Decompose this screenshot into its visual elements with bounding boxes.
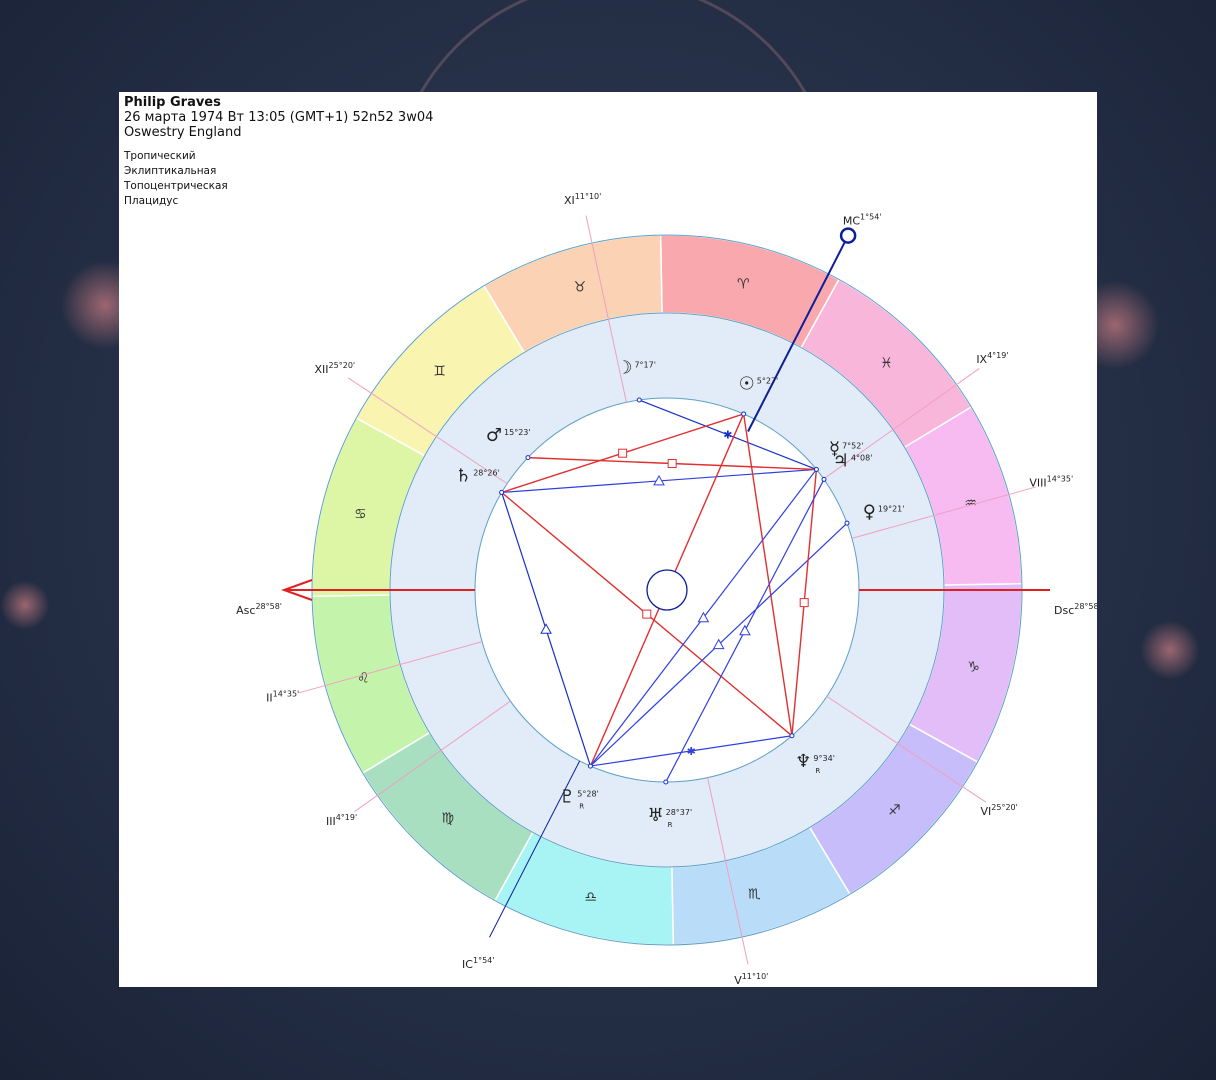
moon-icon: ☽ [616,357,632,378]
planet-degree-moon: 7°17' [634,360,655,369]
house-cusp-label: VI25°20' [981,803,1018,818]
chart-center [646,569,688,611]
dsc-label: Dsc28°58' [1054,602,1097,617]
jupiter-icon: ♃ [833,450,849,471]
house-cusp-line [354,700,511,812]
aspect-square-marker [667,459,677,469]
house-cusp-label: III4°19' [326,813,357,828]
zodiac-taurus-icon: ♉ [573,279,586,295]
ic-label: IC1°54' [462,956,494,971]
aspect-trine-marker [540,623,552,634]
ic-axis-line [489,760,581,938]
planet-degree-jupiter: 4°08' [851,453,872,462]
planet-point-mars [525,455,531,461]
birth-location: Oswestry England [124,125,242,140]
setting-coordinates: Эклиптикальная [124,165,217,177]
aspect-square-marker [799,598,809,608]
house-cusp-line [707,777,749,965]
uranus-icon: ♅ [647,805,663,826]
pluto-icon: ♇ [559,786,575,807]
aspect-trine-marker [712,638,725,650]
aspect-trine-marker [653,474,665,486]
chart-header: Philip Graves 26 марта 1974 Вт 13:05 (GM… [124,95,433,140]
background-glow [0,580,50,630]
house-cusp-line [297,641,483,694]
zodiac-leo-icon: ♌ [357,670,370,686]
planet-degree-uranus: 28°37' [666,808,693,817]
planet-degree-saturn: 28°26' [473,469,500,478]
zodiac-capricorn-icon: ♑ [967,659,980,675]
mars-icon: ♂ [486,425,502,446]
house-cusp-label: V11°10' [734,972,768,987]
planet-degree-sun: 5°27' [757,377,778,386]
planet-point-mercury [813,466,819,472]
aspect-trine-marker [697,611,710,623]
planet-point-pluto [587,763,593,769]
saturn-icon: ♄ [455,466,471,487]
house-cusp-label: VIII14°35' [1029,475,1073,490]
planet-point-sun [741,411,747,417]
planet-point-neptune [789,733,795,739]
venus-icon: ♀ [863,502,876,523]
asc-arrow-icon [281,579,313,601]
zodiac-sagittarius-icon: ♐ [888,802,901,818]
zodiac-aries-icon: ♈ [737,276,750,292]
retrograde-marker: R [815,767,820,775]
natal-chart-card: Philip Graves 26 марта 1974 Вт 13:05 (GM… [119,92,1097,987]
aspect-pluto-neptune [590,735,793,767]
planet-degree-pluto: 5°28' [577,789,598,798]
neptune-icon: ♆ [795,751,811,772]
natal-chart-wheel: ♈ ♉ ♊ ♋ ♌ ♍ ♎ ♏ ♐ ♑ ♒ ♓ II14°35' III4°19' V11°10' VI25°… [236,192,1097,987]
planet-point-moon [636,397,642,403]
planet-point-jupiter [821,476,827,482]
zodiac-virgo-icon: ♍ [441,810,454,826]
house-cusp-label: XII25°20' [315,361,356,376]
aspect-sextile-marker: ✱ [687,745,696,758]
aspect-square-marker [642,609,652,619]
house-cusp-line [826,695,987,803]
planet-point-venus [844,520,850,526]
retrograde-marker: R [668,821,673,829]
house-cusp-line [823,368,980,480]
house-cusp-line [347,377,508,485]
retrograde-marker: R [579,802,584,810]
aspect-trine-marker [739,624,751,636]
asc-label: Asc28°58' [236,602,282,617]
house-cusp-label: XI11°10' [564,192,601,207]
setting-house-system: Плацидус [124,195,179,207]
background-glow [1140,620,1200,680]
planet-degree-mars: 15°23' [504,428,531,437]
aspect-square-marker [618,448,628,458]
mc-axis-line [747,242,846,432]
mc-label: MC1°54' [843,212,882,227]
zodiac-aquarius-icon: ♒ [964,496,977,512]
house-cusp-line [851,486,1037,539]
zodiac-scorpio-icon: ♏ [748,887,761,903]
mercury-icon: ☿ [829,439,840,460]
mc-circle-icon [839,227,857,244]
house-cusp-label: IX4°19' [976,351,1008,366]
chart-settings: Тропический Эклиптикальная Топоцентричес… [124,149,228,209]
person-name: Philip Graves [124,95,221,110]
house-cusp-line [585,215,627,403]
aspect-sextile-marker: ✱ [723,429,732,442]
house-cusp-label: II14°35' [266,689,299,704]
setting-center: Топоцентрическая [124,180,228,192]
zodiac-gemini-icon: ♊ [433,364,446,380]
zodiac-pisces-icon: ♓ [880,356,893,372]
birth-datetime: 26 марта 1974 Вт 13:05 (GMT+1) 52n52 3w0… [124,110,434,125]
zodiac-cancer-icon: ♋ [354,507,367,523]
planet-point-uranus [663,779,669,785]
planet-degree-venus: 19°21' [878,505,905,514]
setting-zodiac: Тропический [124,150,196,162]
zodiac-libra-icon: ♎ [584,890,597,906]
planet-point-saturn [499,489,505,495]
planet-degree-neptune: 9°34' [813,754,834,763]
aspect-moon-mercury [639,399,817,470]
planet-degree-mercury: 7°52' [842,442,863,451]
aspect-sun-neptune [742,413,793,736]
sun-icon: ☉ [739,374,755,395]
